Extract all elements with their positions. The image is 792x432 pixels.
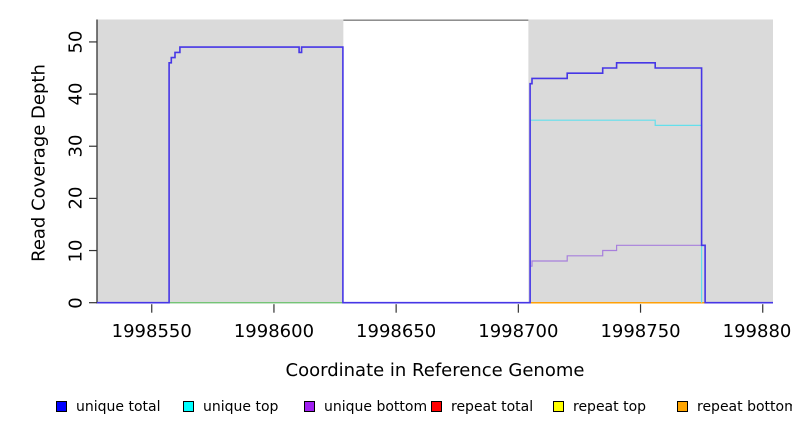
x-tick-label: 1998650	[356, 321, 437, 342]
x-tick-label: 1998700	[478, 321, 559, 342]
legend-label: unique bottom	[324, 398, 428, 415]
legend-swatch-unique-top	[183, 401, 194, 412]
legend-label: unique top	[203, 398, 279, 415]
legend-swatch-repeat-bottom	[677, 401, 688, 412]
legend-item-unique-bottom: unique bottom	[304, 398, 427, 415]
y-tick-label: 40	[65, 82, 87, 106]
shaded-region	[97, 19, 344, 304]
y-tick-label: 20	[65, 186, 87, 210]
y-tick-label: 50	[65, 30, 87, 54]
legend-item-repeat-bottom: repeat bottom	[677, 398, 792, 415]
y-tick-label: 0	[65, 296, 87, 309]
legend-item-unique-total: unique total	[56, 398, 160, 415]
y-tick-label: 10	[65, 239, 87, 262]
legend-swatch-unique-total	[56, 401, 67, 412]
x-tick-label: 1998750	[600, 321, 681, 342]
x-tick-label: 1998550	[111, 321, 192, 342]
legend-swatch-repeat-total	[431, 401, 442, 412]
series-unique-bottom	[529, 244, 706, 303]
legend: unique total unique top unique bottom re…	[0, 398, 792, 418]
series-unique-total	[97, 46, 773, 304]
legend-label: repeat top	[573, 398, 647, 415]
legend-label: repeat total	[451, 398, 534, 415]
x-tick-label: 1998800	[722, 321, 792, 342]
legend-swatch-unique-bottom	[304, 401, 315, 412]
legend-item-unique-top: unique top	[183, 398, 278, 415]
y-tick-label: 30	[65, 134, 87, 158]
legend-label: repeat bottom	[697, 398, 792, 415]
legend-label: unique total	[76, 398, 161, 415]
y-axis-title: Read Coverage Depth	[28, 64, 50, 262]
x-axis-title: Coordinate in Reference Genome	[285, 360, 585, 381]
x-tick-label: 1998600	[233, 321, 315, 342]
legend-swatch-repeat-top	[553, 401, 564, 412]
legend-item-repeat-total: repeat total	[431, 398, 533, 415]
legend-item-repeat-top: repeat top	[553, 398, 646, 415]
